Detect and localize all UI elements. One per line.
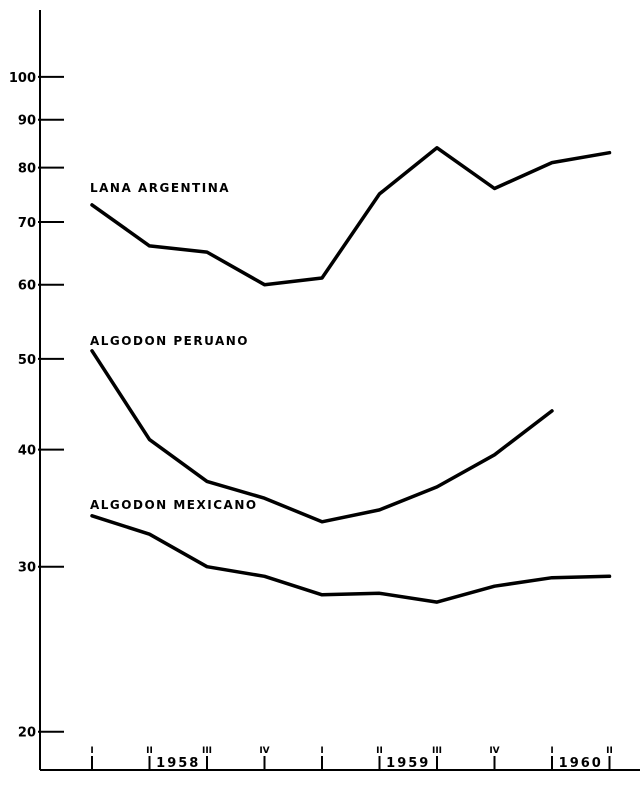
series-label-lana-argentina: LANA ARGENTINA [90,181,230,195]
y-tick-label: 80 [18,162,36,177]
series-line-algodon-mexicano [90,514,612,604]
y-tick-label: 30 [18,561,36,576]
y-tick-label: 90 [18,114,36,129]
x-quarter-label: I [320,746,323,756]
y-tick-label: 100 [9,71,36,86]
series-labels: LANA ARGENTINA ALGODON PERUANO ALGODON M… [90,181,258,512]
x-quarter-label: II [606,746,613,756]
x-quarter-label: I [90,746,93,756]
y-tick-label: 20 [18,726,36,741]
x-year-label: 1958 [156,756,200,771]
series-line-algodon-peruano [90,349,554,524]
series-line-lana-argentina [90,146,612,287]
y-tick-label: 40 [18,444,36,459]
y-tick-label: 50 [18,353,36,368]
x-quarter-label: III [432,746,442,756]
x-quarter-label: I [550,746,553,756]
x-quarter-label: III [202,746,212,756]
x-year-label: 1959 [386,756,430,771]
x-quarter-label: II [146,746,153,756]
x-quarter-label: IV [259,746,269,756]
y-tick-label: 60 [18,279,36,294]
x-quarter-label: II [376,746,383,756]
series-lines [90,146,612,604]
y-tick-label: 70 [18,216,36,231]
series-label-algodon-peruano: ALGODON PERUANO [90,334,249,348]
series-label-algodon-mexicano: ALGODON MEXICANO [90,498,258,512]
x-quarter-label: IV [489,746,499,756]
x-year-label: 1960 [559,756,603,771]
y-axis: 20 30 40 50 60 70 80 90 100 [9,10,64,770]
